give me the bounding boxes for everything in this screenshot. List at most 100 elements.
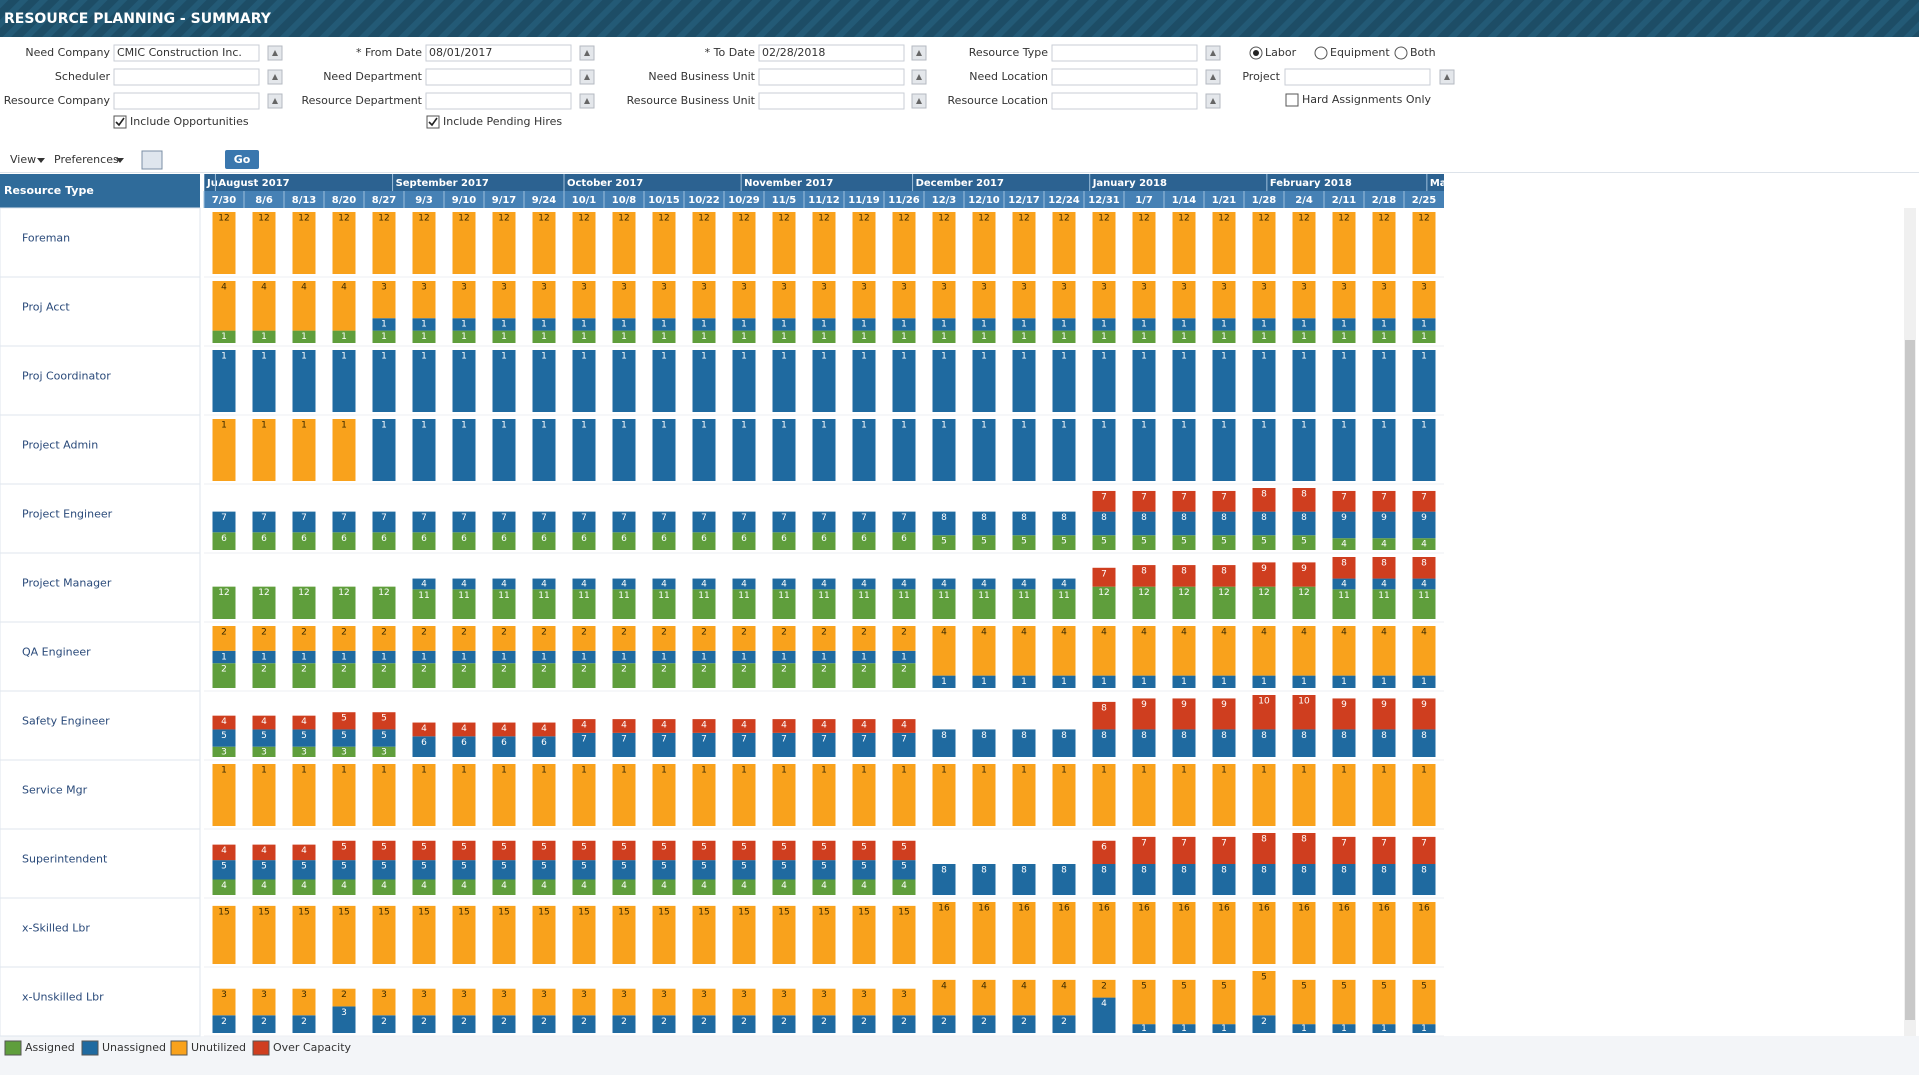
radio[interactable] xyxy=(1394,46,1408,60)
segment-label: 5 xyxy=(1061,537,1067,547)
segment-label: 8 xyxy=(1221,731,1227,741)
bar-segment xyxy=(772,879,796,895)
input[interactable] xyxy=(113,92,260,110)
segment-label: 4 xyxy=(861,881,867,891)
bar-segment xyxy=(772,663,796,688)
bar-segment xyxy=(852,212,876,274)
grid-view-button[interactable] xyxy=(141,150,163,170)
input[interactable] xyxy=(425,44,572,62)
input[interactable] xyxy=(1051,44,1198,62)
segment-label: 3 xyxy=(541,283,547,293)
segment-label: 16 xyxy=(1058,904,1070,914)
bar-segment xyxy=(1372,979,1396,1025)
bar-segment xyxy=(1372,864,1396,895)
bar-segment xyxy=(652,840,676,861)
radio[interactable] xyxy=(1314,46,1328,60)
month-labels: Ju August 2017 September 2017 October 2017 N… xyxy=(204,174,1448,191)
input[interactable] xyxy=(758,44,905,62)
segment-label: 15 xyxy=(458,907,469,917)
segment-label: 1 xyxy=(621,652,627,662)
view-menu[interactable]: View xyxy=(10,153,36,166)
check xyxy=(115,117,125,127)
month-label: December 2017 xyxy=(916,178,1004,189)
segment-label: 16 xyxy=(1378,904,1390,914)
segment-label: 1 xyxy=(1261,677,1267,687)
segment-label: 4 xyxy=(261,717,267,727)
bar-segment xyxy=(1172,1024,1196,1033)
go-button[interactable] xyxy=(225,150,259,169)
bar-segment xyxy=(332,586,356,619)
segment-label: 12 xyxy=(338,588,349,598)
bar-segment xyxy=(732,860,756,880)
segment-label: 4 xyxy=(461,579,467,589)
bar-segment xyxy=(212,746,236,757)
segment-label: 15 xyxy=(258,907,269,917)
segment-label: 1 xyxy=(821,421,827,431)
segment-label: 5 xyxy=(1301,537,1307,547)
input[interactable] xyxy=(758,68,905,86)
bar-segment xyxy=(772,732,796,757)
segment-label: 2 xyxy=(261,665,267,675)
bar-segment xyxy=(1332,557,1356,579)
segment-label: 3 xyxy=(1301,283,1307,293)
row-header xyxy=(0,207,201,278)
scroll-thumb[interactable] xyxy=(1905,340,1915,1020)
input[interactable] xyxy=(758,92,905,110)
segment-label: 12 xyxy=(298,588,309,598)
segment-label: 4 xyxy=(221,846,227,856)
month-header xyxy=(204,174,1444,191)
bar-segment xyxy=(412,589,436,619)
bar-segment xyxy=(1412,578,1436,590)
bar-segment xyxy=(532,419,556,481)
input[interactable] xyxy=(113,44,260,62)
bar-segment xyxy=(1372,318,1396,331)
corner-label: Resource Type xyxy=(4,184,94,197)
input[interactable] xyxy=(425,92,572,110)
segment-label: 2 xyxy=(701,665,707,675)
bar-segment xyxy=(892,350,916,412)
segment-label: 1 xyxy=(1221,352,1227,362)
segment-label: 8 xyxy=(1221,866,1227,876)
bar-segment xyxy=(1332,979,1356,1025)
segment-label: 2 xyxy=(861,628,867,638)
week-label: 2/11 xyxy=(1332,195,1357,206)
preferences-menu[interactable]: Preferences xyxy=(54,153,119,166)
bar-segment xyxy=(1252,318,1276,331)
segment-label: 1 xyxy=(901,652,907,662)
segment-label: 1 xyxy=(621,352,627,362)
bar-segment xyxy=(1372,490,1396,512)
bar-segment xyxy=(1092,997,1116,1033)
segment-label: 4 xyxy=(421,579,427,589)
segment-label: 1 xyxy=(461,766,467,776)
bar-segment xyxy=(1252,511,1276,536)
input[interactable] xyxy=(1051,92,1198,110)
bar-segment xyxy=(772,281,796,319)
segment-label: 8 xyxy=(1301,731,1307,741)
bar-segment xyxy=(332,729,356,747)
segment-label: 4 xyxy=(501,579,507,589)
checkbox[interactable] xyxy=(1285,93,1299,107)
bar-segment xyxy=(892,589,916,619)
bar-segment xyxy=(332,532,356,550)
bar-segment xyxy=(252,844,276,861)
bar-segment xyxy=(1172,511,1196,536)
input[interactable] xyxy=(1051,68,1198,86)
segment-label: 2 xyxy=(541,628,547,638)
bar-segment xyxy=(692,212,716,274)
segment-label: 1 xyxy=(661,766,667,776)
checkbox[interactable] xyxy=(426,115,440,129)
bar-segment xyxy=(252,1015,276,1033)
checkbox[interactable] xyxy=(113,115,127,129)
segment-label: 1 xyxy=(1181,1024,1187,1034)
segment-label: 1 xyxy=(541,652,547,662)
input[interactable] xyxy=(425,68,572,86)
input[interactable] xyxy=(113,68,260,86)
bar-segment xyxy=(332,212,356,274)
segment-label: 1 xyxy=(1021,320,1027,330)
bar-segment xyxy=(532,860,556,880)
bar-segment xyxy=(692,840,716,861)
segment-label: 2 xyxy=(381,1017,387,1027)
checkbox-label: Include Opportunities xyxy=(130,115,249,128)
input[interactable] xyxy=(1284,68,1431,86)
bar-segment xyxy=(812,879,836,895)
